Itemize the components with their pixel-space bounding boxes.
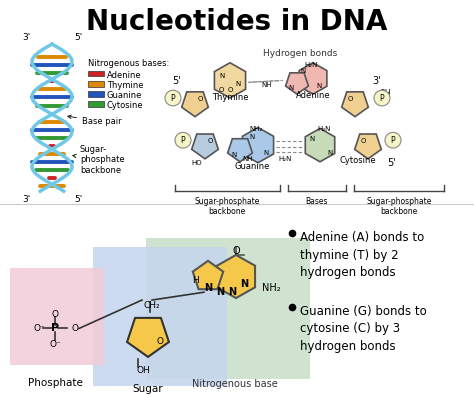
- Text: 3': 3': [22, 33, 30, 42]
- Text: Adenine: Adenine: [296, 91, 330, 100]
- Text: Sugar-phosphate
backbone: Sugar-phosphate backbone: [366, 197, 432, 216]
- Text: Base pair: Base pair: [68, 115, 122, 126]
- FancyBboxPatch shape: [10, 268, 104, 365]
- Text: O⁻: O⁻: [49, 340, 61, 349]
- Text: N: N: [219, 73, 225, 79]
- Text: N: N: [316, 83, 322, 89]
- Circle shape: [385, 132, 401, 148]
- Text: P: P: [51, 324, 59, 333]
- Bar: [88, 102, 104, 107]
- Polygon shape: [228, 139, 252, 162]
- Text: N: N: [264, 150, 269, 156]
- Text: Cytosine: Cytosine: [340, 156, 377, 165]
- Text: N: N: [228, 287, 236, 297]
- Polygon shape: [193, 261, 223, 289]
- Text: 5': 5': [74, 195, 82, 204]
- Text: H₂N: H₂N: [278, 156, 292, 162]
- Text: 3': 3': [373, 76, 381, 87]
- Text: 5': 5': [74, 33, 82, 42]
- Text: O: O: [360, 138, 365, 144]
- Text: H₂N: H₂N: [317, 126, 331, 132]
- Text: P: P: [181, 136, 185, 145]
- Text: N: N: [288, 85, 293, 91]
- Polygon shape: [355, 134, 381, 159]
- Polygon shape: [286, 73, 309, 94]
- Text: O: O: [232, 246, 240, 256]
- Polygon shape: [214, 63, 246, 98]
- Text: 5': 5': [173, 76, 182, 87]
- Polygon shape: [191, 134, 219, 159]
- Text: O: O: [156, 337, 164, 346]
- Text: N: N: [301, 68, 306, 73]
- Polygon shape: [305, 128, 335, 162]
- Text: P: P: [171, 94, 175, 103]
- Text: OH: OH: [136, 366, 150, 375]
- Circle shape: [165, 90, 181, 106]
- Text: OH: OH: [380, 88, 392, 98]
- Text: Guanine: Guanine: [107, 91, 142, 100]
- Text: Thymine: Thymine: [107, 81, 144, 90]
- Text: 5': 5': [388, 158, 396, 168]
- Text: O: O: [219, 87, 224, 93]
- Polygon shape: [299, 63, 327, 94]
- Polygon shape: [182, 92, 208, 117]
- Circle shape: [175, 132, 191, 148]
- Text: HO: HO: [191, 160, 202, 166]
- Text: Guanine (G) bonds to
cytosine (C) by 3
hydrogen bonds: Guanine (G) bonds to cytosine (C) by 3 h…: [300, 305, 427, 353]
- Text: Nucleotides in DNA: Nucleotides in DNA: [86, 8, 388, 36]
- Text: N: N: [310, 136, 315, 142]
- Text: Bases: Bases: [306, 197, 328, 206]
- Bar: [88, 81, 104, 87]
- Text: O: O: [52, 310, 58, 319]
- Text: H: H: [192, 276, 200, 285]
- Text: O: O: [347, 96, 353, 102]
- Text: O: O: [72, 324, 79, 333]
- Polygon shape: [242, 128, 273, 163]
- Text: N: N: [249, 134, 255, 140]
- Text: N: N: [328, 150, 333, 156]
- Text: NH: NH: [243, 156, 253, 162]
- Text: Phosphate: Phosphate: [27, 378, 82, 387]
- Text: Nitrogenous bases:: Nitrogenous bases:: [88, 59, 169, 68]
- Text: Adenine (A) bonds to
thymine (T) by 2
hydrogen bonds: Adenine (A) bonds to thymine (T) by 2 hy…: [300, 231, 424, 279]
- Text: Sugar: Sugar: [133, 384, 164, 394]
- Text: CH₂: CH₂: [144, 301, 160, 310]
- Text: NH: NH: [262, 82, 272, 88]
- Text: O: O: [207, 138, 213, 144]
- FancyBboxPatch shape: [146, 238, 310, 380]
- Text: Cytosine: Cytosine: [107, 102, 144, 111]
- Text: O: O: [228, 87, 233, 93]
- Text: N: N: [204, 283, 212, 293]
- Polygon shape: [342, 92, 368, 117]
- Bar: [88, 71, 104, 77]
- Text: Nitrogenous base: Nitrogenous base: [192, 380, 278, 389]
- Text: O: O: [197, 96, 203, 102]
- Text: NH₂: NH₂: [262, 283, 281, 293]
- Text: N: N: [231, 152, 237, 158]
- Polygon shape: [217, 255, 255, 298]
- Text: H₂N: H₂N: [304, 62, 318, 68]
- FancyBboxPatch shape: [93, 247, 227, 386]
- Bar: [88, 91, 104, 97]
- Text: Sugar-
phosphate
backbone: Sugar- phosphate backbone: [73, 145, 125, 175]
- Text: Guanine: Guanine: [234, 162, 270, 171]
- Text: O⁻: O⁻: [33, 324, 45, 333]
- Text: N: N: [236, 81, 241, 87]
- Text: P: P: [391, 136, 395, 145]
- Text: N: N: [240, 279, 248, 290]
- Text: 3': 3': [22, 195, 30, 204]
- Circle shape: [374, 90, 390, 106]
- Text: P: P: [380, 94, 384, 103]
- Text: Adenine: Adenine: [107, 71, 142, 80]
- Text: Hydrogen bonds: Hydrogen bonds: [263, 49, 337, 58]
- Text: Sugar-phosphate
backbone: Sugar-phosphate backbone: [194, 197, 260, 216]
- Text: N: N: [216, 287, 224, 297]
- Text: NH₂: NH₂: [249, 126, 263, 132]
- Polygon shape: [127, 318, 169, 357]
- Text: Thymine: Thymine: [212, 93, 248, 102]
